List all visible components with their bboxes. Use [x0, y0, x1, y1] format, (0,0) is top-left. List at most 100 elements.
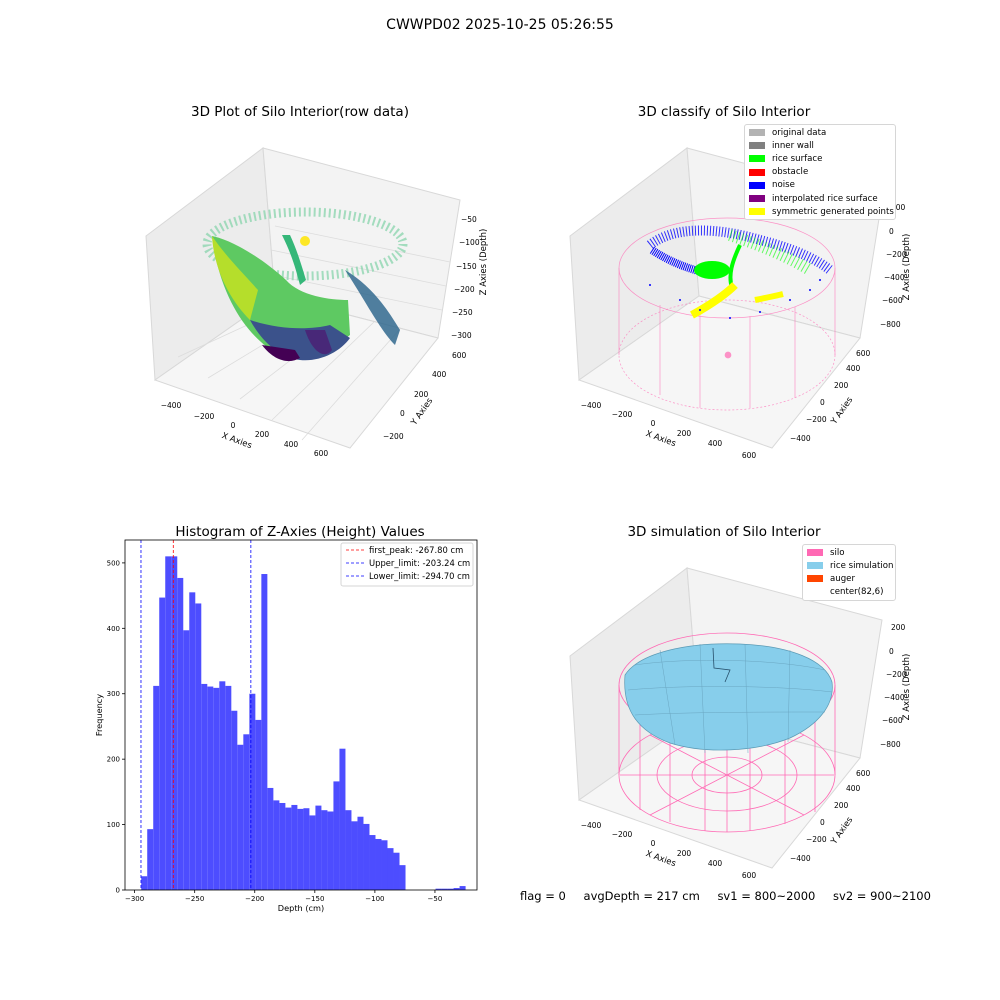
histogram-title: Histogram of Z-Axies (Height) Values: [175, 524, 424, 540]
classify-silo-wireframe: [618, 217, 836, 411]
classify-y-tick: −200: [806, 415, 827, 424]
histogram-x-ticks: −300 −250 −200 −150 −100 −50: [125, 890, 442, 903]
histogram-bar: [459, 886, 466, 890]
sim-z-tick: −800: [880, 740, 901, 749]
legend-item-original-data: original data: [745, 126, 895, 139]
histogram-bar: [399, 865, 406, 890]
raw-floor-pane: [153, 295, 439, 449]
sim-y-tick: 400: [846, 784, 861, 793]
x-tick-label: −50: [428, 895, 443, 903]
legend-label: first_peak: -267.80 cm: [369, 545, 463, 555]
simulation-plot-title: 3D simulation of Silo Interior: [627, 524, 821, 540]
histogram-bar: [213, 687, 220, 890]
histogram-bar: [363, 823, 370, 890]
classify-y-tick: 0: [820, 398, 825, 407]
simulation-3d-plot[interactable]: −400 −200 0 200 400 600 X Axies −400 −20…: [500, 420, 1000, 880]
classify-z-tick: −600: [882, 296, 903, 305]
x-tick-label: −150: [305, 895, 324, 903]
legend-swatch: [807, 589, 823, 596]
raw-z-label: Z Axies (Depth): [479, 229, 489, 296]
classify-plot-title: 3D classify of Silo Interior: [637, 104, 811, 120]
classify-y-ticks: −400 −200 0 200 400 600: [790, 349, 871, 443]
histogram-chart[interactable]: Histogram of Z-Axies (Height) Values −30…: [0, 500, 500, 920]
raw-y-tick: 200: [414, 390, 429, 399]
sim-x-tick: 400: [708, 859, 723, 868]
histogram-bar: [225, 685, 232, 890]
histogram-bar: [237, 744, 244, 890]
legend-label: rice surface: [772, 153, 823, 164]
sim-z-label: Z Axies (Depth): [902, 654, 912, 721]
y-tick-label: 200: [107, 756, 120, 764]
legend-label: original data: [772, 127, 827, 138]
sim-x-tick: −200: [612, 830, 633, 839]
classify-x-tick: 0: [651, 419, 656, 428]
histogram-bar: [243, 734, 250, 890]
classify-z-tick: 0: [889, 227, 894, 236]
legend-item-silo: silo: [803, 546, 895, 559]
classify-x-tick: 200: [677, 429, 692, 438]
sv2-text: sv2 = 900~2100: [833, 889, 931, 903]
classify-x-tick: −400: [581, 401, 602, 410]
classify-x-tick: 600: [742, 451, 757, 460]
x-tick-label: −300: [125, 895, 144, 903]
raw-plot-title: 3D Plot of Silo Interior(row data): [191, 104, 409, 120]
legend-label: rice simulation: [830, 560, 894, 571]
sim-auger: [712, 647, 731, 683]
histogram-bar: [147, 829, 154, 890]
classify-x-tick: −200: [612, 410, 633, 419]
histogram-bar: [375, 838, 382, 890]
histogram-bar: [201, 683, 208, 890]
y-tick-label: 0: [116, 887, 120, 895]
histogram-bar: [231, 710, 238, 890]
sim-rice-mesh: [627, 643, 833, 754]
legend-swatch: [807, 562, 823, 570]
raw-y-tick: 0: [400, 409, 405, 418]
raw-z-tick: −50: [461, 215, 477, 224]
y-tick-label: 400: [107, 625, 120, 633]
raw-x-tick: 400: [284, 440, 299, 449]
classify-x-ticks: −400 −200 0 200 400 600: [581, 401, 757, 460]
raw-z-tick: −250: [452, 308, 473, 317]
raw-surface: [202, 207, 408, 362]
classify-floor-pane: [577, 295, 861, 449]
histogram-bars: [141, 556, 466, 890]
raw-y-tick: 400: [432, 370, 447, 379]
legend-label: Upper_limit: -203.24 cm: [369, 558, 470, 568]
figure-title: CWWPD02 2025-10-25 05:26:55: [386, 17, 614, 33]
histogram-bar: [219, 681, 226, 890]
raw-y-tick: 600: [452, 351, 467, 360]
classify-points: [646, 225, 834, 319]
histogram-bar: [357, 816, 364, 890]
histogram-bar: [249, 693, 256, 890]
histogram-bar: [141, 876, 148, 890]
legend-label: center(82,6): [830, 587, 884, 598]
legend-item-obstacle: obstacle: [745, 166, 895, 179]
raw-x-tick: −400: [161, 401, 182, 410]
raw-x-tick: 600: [314, 449, 329, 458]
histogram-bar: [189, 592, 196, 890]
sim-y-label: Y Axies: [829, 815, 856, 847]
legend-label: Lower_limit: -294.70 cm: [369, 571, 470, 581]
legend-swatch: [749, 181, 765, 189]
avg-depth-text: avgDepth = 217 cm: [583, 889, 700, 903]
raw-z-tick: −200: [454, 285, 475, 294]
simulation-legend: silo rice simulation auger center(82,6): [802, 544, 896, 601]
legend-item-rice-simulation: rice simulation: [803, 559, 895, 572]
legend-swatch: [749, 142, 765, 150]
legend-item-interpolated: interpolated rice surface: [745, 192, 895, 205]
legend-item-noise: noise: [745, 179, 895, 192]
raw-3d-plot[interactable]: −400 −200 0 200 400 600 X Axies −200 0 2…: [0, 0, 500, 500]
histogram-bar: [207, 686, 214, 890]
sim-x-tick: −400: [581, 821, 602, 830]
histogram-bar: [351, 821, 358, 890]
raw-x-tick: 200: [255, 430, 270, 439]
histogram-bar: [387, 848, 394, 890]
sim-x-tick: 200: [677, 849, 692, 858]
classify-z-tick: 200: [891, 203, 906, 212]
histogram-frame: [124, 539, 478, 891]
histogram-x-label: Depth (cm): [278, 903, 324, 913]
histogram-bar: [267, 787, 274, 890]
sim-rice-surface: [624, 643, 833, 751]
flag-text: flag = 0: [520, 889, 566, 903]
legend-item-inner-wall: inner wall: [745, 139, 895, 152]
